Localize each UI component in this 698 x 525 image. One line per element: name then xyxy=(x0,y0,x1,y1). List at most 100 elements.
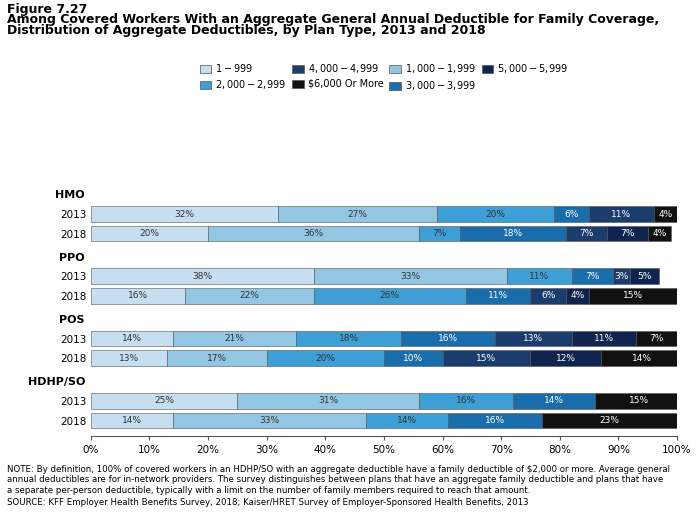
Bar xyxy=(589,206,653,222)
Bar xyxy=(91,331,173,346)
Text: HDHP/SO: HDHP/SO xyxy=(27,377,85,387)
Text: 15%: 15% xyxy=(623,291,643,300)
Bar xyxy=(565,226,607,242)
Text: 16%: 16% xyxy=(438,334,459,343)
Text: 33%: 33% xyxy=(260,416,280,425)
Bar xyxy=(496,331,572,346)
Text: 14%: 14% xyxy=(121,334,142,343)
Bar xyxy=(237,393,419,409)
Bar xyxy=(296,331,401,346)
Bar xyxy=(279,206,437,222)
Text: 13%: 13% xyxy=(119,354,139,363)
Text: 3%: 3% xyxy=(614,272,628,281)
Legend: $1 - $999, $2,000 - $2,999, $4,000 - $4,999, $6,000 Or More, $1,000 - $1,999, $3: $1 - $999, $2,000 - $2,999, $4,000 - $4,… xyxy=(196,58,572,96)
Text: 4%: 4% xyxy=(653,229,667,238)
Text: 11%: 11% xyxy=(488,291,508,300)
Bar xyxy=(466,288,530,304)
Text: 27%: 27% xyxy=(348,209,368,218)
Text: 7%: 7% xyxy=(649,334,664,343)
Text: a separate per-person deductible, typically with a limit on the number of family: a separate per-person deductible, typica… xyxy=(7,486,530,495)
Text: 33%: 33% xyxy=(400,272,420,281)
Text: 15%: 15% xyxy=(629,396,649,405)
Text: 6%: 6% xyxy=(541,291,555,300)
Bar xyxy=(589,288,677,304)
Bar xyxy=(530,288,565,304)
Bar xyxy=(437,206,554,222)
Text: 31%: 31% xyxy=(318,396,339,405)
Text: 14%: 14% xyxy=(397,416,417,425)
Text: 16%: 16% xyxy=(128,291,148,300)
Text: 36%: 36% xyxy=(304,229,324,238)
Text: 16%: 16% xyxy=(456,396,476,405)
Bar xyxy=(653,206,677,222)
Bar xyxy=(384,350,443,366)
Bar xyxy=(542,413,677,428)
Bar xyxy=(636,331,677,346)
Bar xyxy=(267,350,384,366)
Bar xyxy=(419,393,513,409)
Bar xyxy=(601,350,683,366)
Text: HMO: HMO xyxy=(55,190,85,200)
Text: 11%: 11% xyxy=(529,272,549,281)
Text: 14%: 14% xyxy=(121,416,142,425)
Bar xyxy=(613,268,630,284)
Bar xyxy=(443,350,530,366)
Text: 11%: 11% xyxy=(594,334,614,343)
Bar xyxy=(530,350,601,366)
Bar xyxy=(91,288,184,304)
Bar xyxy=(313,268,507,284)
Bar xyxy=(173,331,296,346)
Text: 18%: 18% xyxy=(339,334,359,343)
Bar xyxy=(607,226,648,242)
Text: 17%: 17% xyxy=(207,354,227,363)
Text: 20%: 20% xyxy=(140,229,159,238)
Bar xyxy=(513,393,595,409)
Bar xyxy=(401,331,496,346)
Bar xyxy=(366,413,448,428)
Text: 15%: 15% xyxy=(477,354,496,363)
Text: 14%: 14% xyxy=(544,396,564,405)
Bar xyxy=(184,288,313,304)
Text: Distribution of Aggregate Deductibles, by Plan Type, 2013 and 2018: Distribution of Aggregate Deductibles, b… xyxy=(7,24,486,37)
Text: 26%: 26% xyxy=(380,291,400,300)
Bar xyxy=(91,268,313,284)
Bar xyxy=(91,413,173,428)
Bar xyxy=(91,226,208,242)
Text: Among Covered Workers With an Aggregate General Annual Deductible for Family Cov: Among Covered Workers With an Aggregate … xyxy=(7,13,659,26)
Text: 22%: 22% xyxy=(239,291,259,300)
Text: 25%: 25% xyxy=(154,396,174,405)
Text: 7%: 7% xyxy=(433,229,447,238)
Bar xyxy=(630,268,660,284)
Bar xyxy=(554,206,589,222)
Text: annual deductibles are for in-network providers. The survey distinguishes betwee: annual deductibles are for in-network pr… xyxy=(7,475,663,484)
Text: 10%: 10% xyxy=(403,354,423,363)
Text: 32%: 32% xyxy=(174,209,195,218)
Text: NOTE: By definition, 100% of covered workers in an HDHP/SO with an aggregate ded: NOTE: By definition, 100% of covered wor… xyxy=(7,465,670,474)
Bar xyxy=(91,393,237,409)
Text: 12%: 12% xyxy=(556,354,576,363)
Bar xyxy=(572,331,636,346)
Bar xyxy=(507,268,572,284)
Bar xyxy=(595,393,683,409)
Text: 20%: 20% xyxy=(315,354,335,363)
Bar xyxy=(167,350,267,366)
Text: POS: POS xyxy=(59,315,85,325)
Text: 23%: 23% xyxy=(600,416,620,425)
Text: 38%: 38% xyxy=(192,272,212,281)
Bar xyxy=(565,288,589,304)
Text: 21%: 21% xyxy=(224,334,244,343)
Text: 16%: 16% xyxy=(485,416,505,425)
Bar xyxy=(313,288,466,304)
Text: 6%: 6% xyxy=(565,209,579,218)
Text: 7%: 7% xyxy=(585,272,599,281)
Text: 20%: 20% xyxy=(485,209,505,218)
Text: 5%: 5% xyxy=(638,272,652,281)
Text: 11%: 11% xyxy=(611,209,632,218)
Bar xyxy=(448,413,542,428)
Text: Figure 7.27: Figure 7.27 xyxy=(7,3,87,16)
Text: 18%: 18% xyxy=(503,229,523,238)
Bar xyxy=(419,226,460,242)
Text: 14%: 14% xyxy=(632,354,652,363)
Bar xyxy=(208,226,419,242)
Text: SOURCE: KFF Employer Health Benefits Survey, 2018; Kaiser/HRET Survey of Employe: SOURCE: KFF Employer Health Benefits Sur… xyxy=(7,498,528,507)
